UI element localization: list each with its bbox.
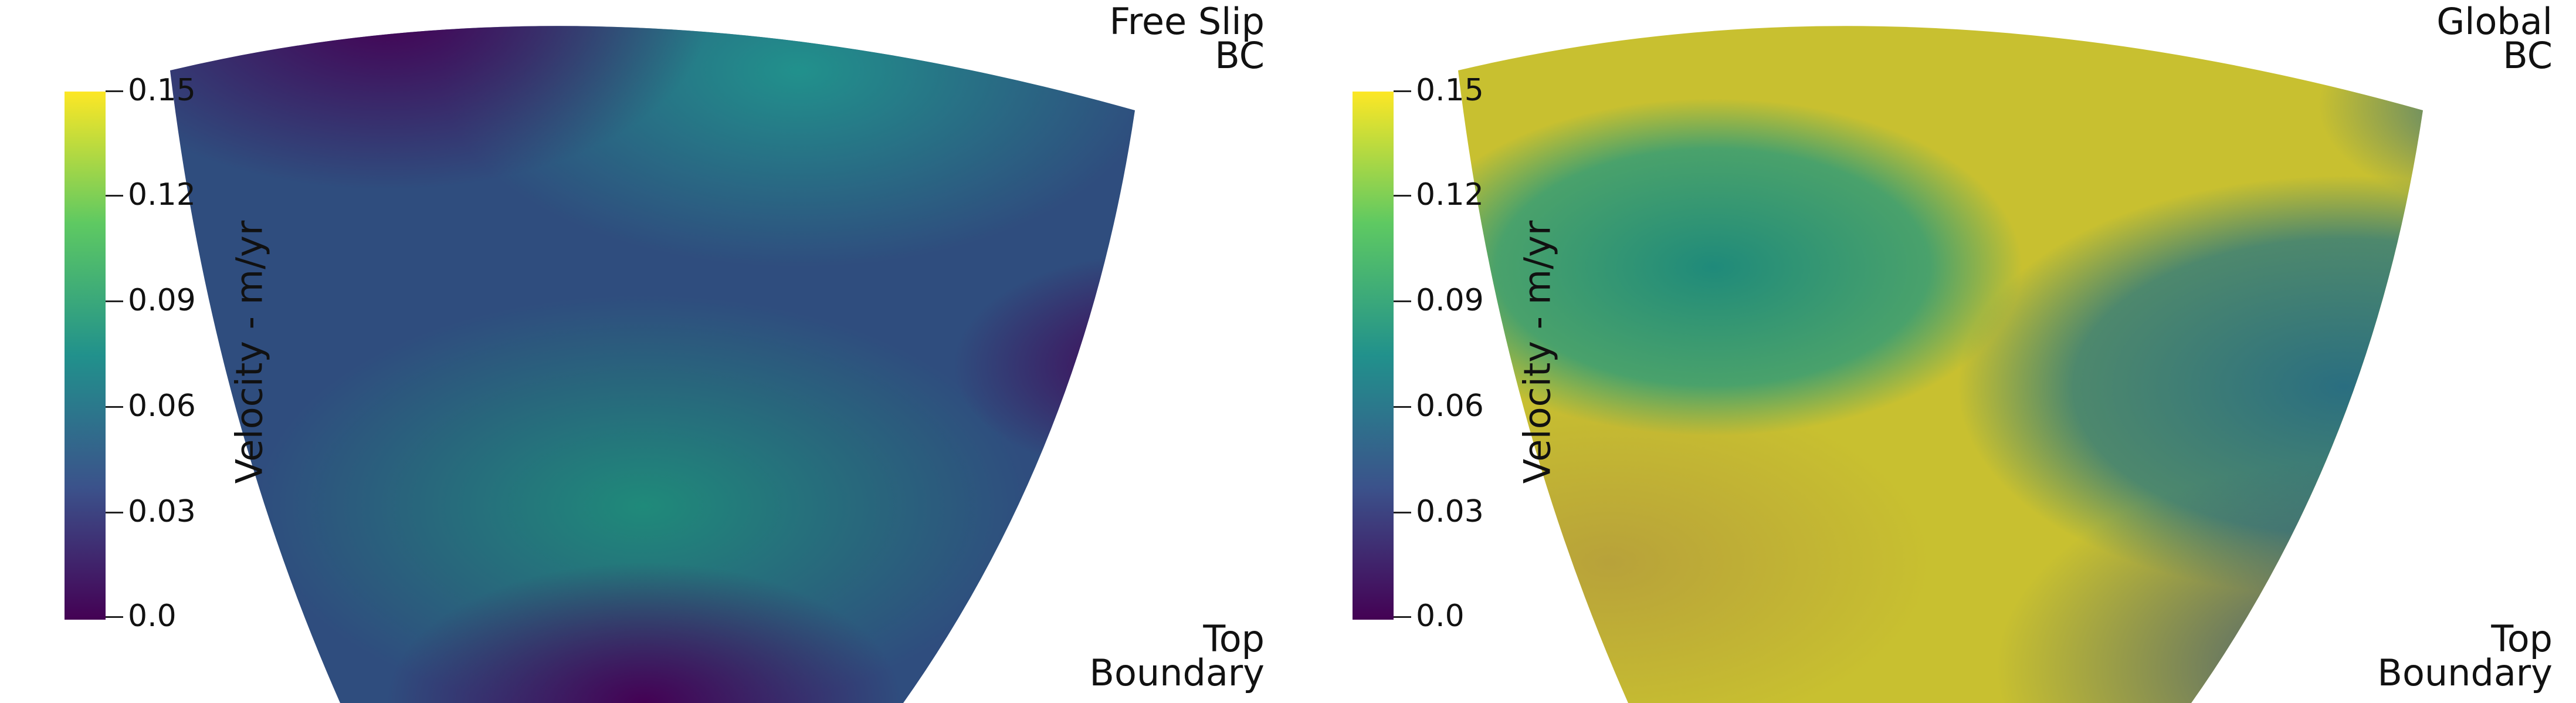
colorbar-tick-label: 0.12 [128, 177, 196, 212]
boundary-label: Top Boundary [1089, 617, 1265, 694]
velocity-field-free-slip [170, 26, 1135, 703]
colorbar-tick [1394, 90, 1411, 92]
colorbar-tick-label: 0.12 [1416, 177, 1484, 212]
colorbar-tick [1394, 300, 1411, 302]
colorbar-tick-label: 0.06 [128, 388, 196, 424]
colorbar-tick [106, 512, 123, 513]
colorbar-tick-label: 0.03 [128, 494, 196, 529]
colorbar-title: Velocity - m/yr [1516, 220, 1559, 484]
colorbar-tick [106, 90, 123, 92]
colorbar-tick [1394, 512, 1411, 513]
colorbar-tick-label: 0.0 [128, 599, 177, 634]
colorbar-tick [106, 616, 123, 618]
bc-label-line: BC [1215, 34, 1265, 77]
bc-label-line: BC [2503, 34, 2553, 77]
colorbar-tick-label: 0.06 [1416, 388, 1484, 424]
boundary-label-line: Top [1203, 617, 1265, 660]
colorbar-tick-label: 0.15 [1416, 73, 1484, 108]
colorbar-tick [1394, 406, 1411, 408]
colorbar-tick [106, 195, 123, 197]
colorbar [65, 92, 106, 620]
boundary-label: Top Boundary [2377, 617, 2553, 694]
right-panel: 0.15 0.12 0.09 0.06 0.03 0.0 Velocity - … [1288, 0, 2576, 703]
boundary-label-line: Boundary [1089, 651, 1265, 694]
colorbar-title: Velocity - m/yr [228, 220, 271, 484]
colorbar-tick [106, 300, 123, 302]
bc-label: Free Slip BC [1109, 0, 1265, 77]
velocity-field-global [1458, 26, 2423, 703]
colorbar-tick-label: 0.09 [128, 283, 196, 318]
colorbar-tick [1394, 616, 1411, 618]
boundary-label-line: Boundary [2377, 651, 2553, 694]
bc-label: Global BC [2436, 0, 2553, 77]
left-panel: 0.15 0.12 0.09 0.06 0.03 0.0 Velocity - … [65, 0, 1265, 703]
bc-label-line: Free Slip [1109, 0, 1265, 43]
bc-label-line: Global [2436, 0, 2553, 43]
colorbar-tick [106, 406, 123, 408]
boundary-label-line: Top [2491, 617, 2553, 660]
colorbar-tick-label: 0.09 [1416, 283, 1484, 318]
colorbar [1353, 92, 1394, 620]
colorbar-tick-label: 0.03 [1416, 494, 1484, 529]
colorbar-tick-label: 0.0 [1416, 599, 1465, 634]
colorbar-tick [1394, 195, 1411, 197]
colorbar-tick-label: 0.15 [128, 73, 196, 108]
